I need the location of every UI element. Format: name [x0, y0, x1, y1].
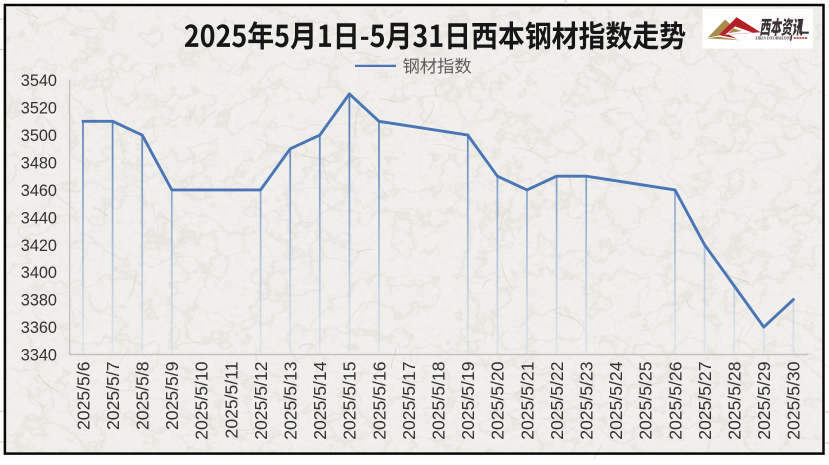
svg-text:2025/5/16: 2025/5/16 — [369, 361, 389, 439]
svg-text:2025/5/26: 2025/5/26 — [665, 361, 685, 439]
svg-text:3360: 3360 — [21, 319, 57, 337]
svg-text:2025/5/19: 2025/5/19 — [458, 362, 478, 440]
svg-text:2025/5/21: 2025/5/21 — [517, 362, 537, 440]
svg-text:2025/5/8: 2025/5/8 — [133, 361, 153, 430]
svg-text:3420: 3420 — [21, 237, 57, 255]
svg-text:2025/5/6: 2025/5/6 — [73, 361, 93, 430]
svg-text:2025/5/10: 2025/5/10 — [192, 361, 212, 439]
svg-text:2025/5/29: 2025/5/29 — [754, 362, 774, 440]
svg-text:2025/5/17: 2025/5/17 — [399, 362, 419, 440]
svg-text:2025/5/12: 2025/5/12 — [251, 362, 271, 440]
svg-text:2025/5/7: 2025/5/7 — [103, 362, 123, 431]
svg-text:2025/5/30: 2025/5/30 — [784, 361, 804, 439]
svg-text:XIBEN INFORMATION: XIBEN INFORMATION — [754, 36, 792, 41]
svg-text:3520: 3520 — [21, 100, 57, 118]
svg-text:2025/5/14: 2025/5/14 — [310, 361, 330, 439]
svg-text:3500: 3500 — [21, 127, 57, 145]
svg-text:2025/5/28: 2025/5/28 — [725, 361, 745, 439]
svg-text:3400: 3400 — [21, 264, 57, 282]
svg-text:2025/5/13: 2025/5/13 — [281, 361, 301, 439]
svg-text:2025/5/18: 2025/5/18 — [429, 361, 449, 439]
svg-text:3380: 3380 — [21, 292, 57, 310]
svg-text:2025/5/15: 2025/5/15 — [340, 361, 360, 439]
svg-text:3460: 3460 — [21, 182, 57, 200]
svg-text:3540: 3540 — [21, 72, 57, 90]
svg-text:2025/5/23: 2025/5/23 — [577, 361, 597, 439]
svg-text:2025/5/27: 2025/5/27 — [695, 362, 715, 440]
svg-text:2025/5/20: 2025/5/20 — [488, 361, 508, 439]
svg-text:3480: 3480 — [21, 155, 57, 173]
svg-text:2025/5/9: 2025/5/9 — [162, 362, 182, 431]
svg-text:3440: 3440 — [21, 209, 57, 227]
svg-text:2025/5/22: 2025/5/22 — [547, 362, 567, 440]
svg-text:2025/5/11: 2025/5/11 — [221, 362, 241, 439]
svg-text:2025/5/25: 2025/5/25 — [636, 361, 656, 439]
svg-text:3340: 3340 — [21, 347, 57, 365]
svg-text:2025/5/24: 2025/5/24 — [606, 361, 626, 439]
